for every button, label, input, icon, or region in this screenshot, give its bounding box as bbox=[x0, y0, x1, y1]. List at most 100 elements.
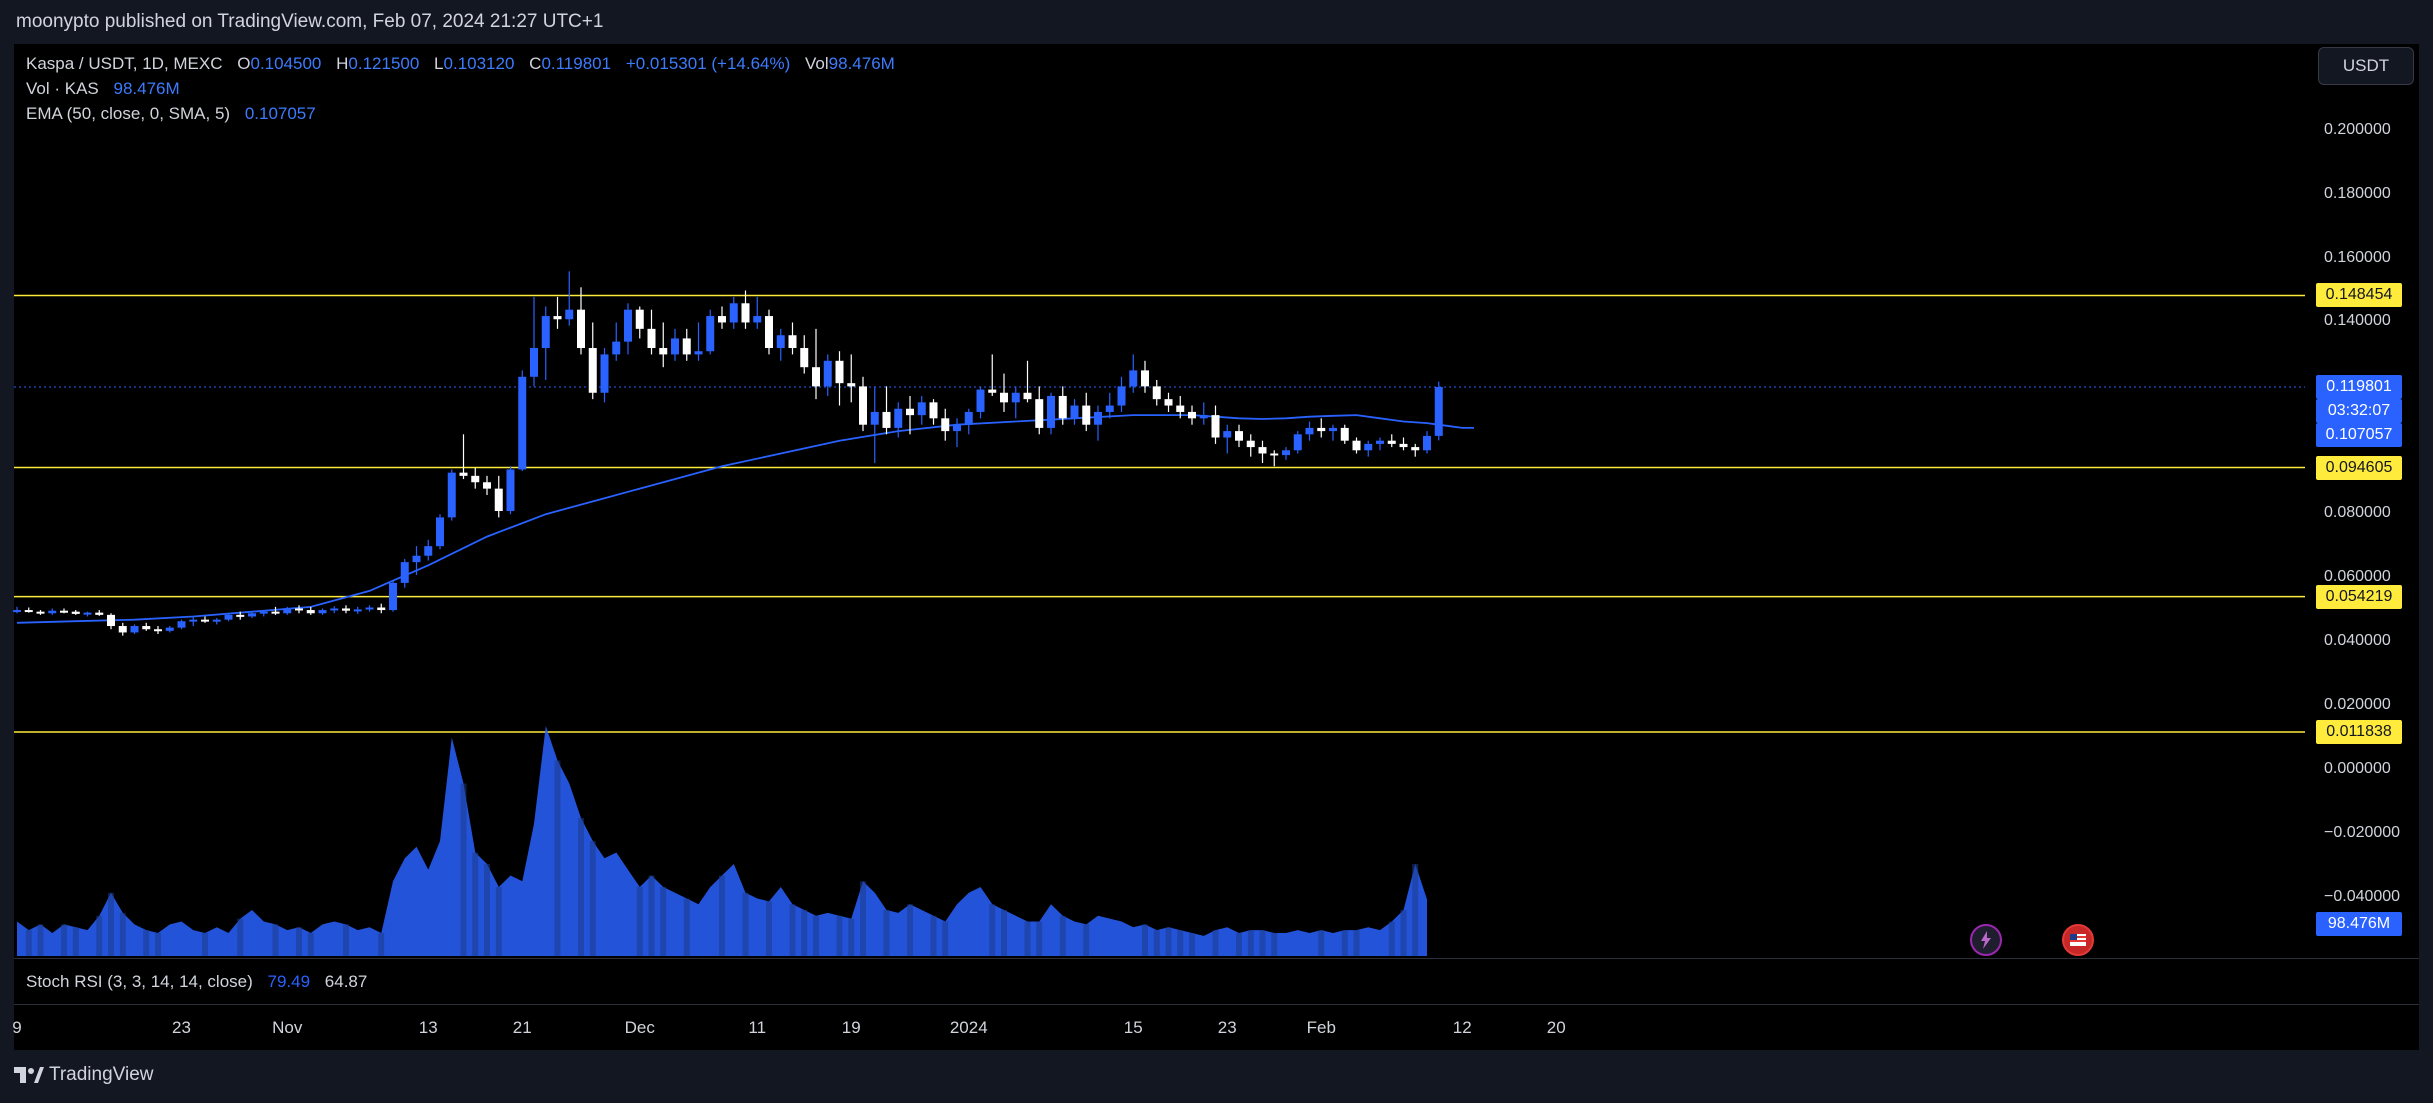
x-tick-label: 9 bbox=[12, 1018, 22, 1037]
x-tick-label: 21 bbox=[512, 1018, 532, 1037]
currency-button[interactable]: USDT bbox=[2318, 47, 2414, 85]
symbol-legend: Kaspa / USDT, 1D, MEXC O0.104500 H0.1215… bbox=[26, 54, 895, 74]
volume-last-badge: 98.476M bbox=[2316, 912, 2402, 936]
candle-body-101 bbox=[1199, 415, 1208, 419]
y-tick-label: 0.180000 bbox=[2324, 184, 2391, 202]
key-level-badge-2: 0.054219 bbox=[2316, 584, 2402, 609]
candle-body-5 bbox=[71, 611, 80, 614]
candle-body-26 bbox=[318, 610, 327, 614]
x-tick-label: 2024 bbox=[949, 1018, 988, 1037]
candle-body-85 bbox=[1011, 392, 1020, 403]
candle-body-55 bbox=[659, 348, 668, 355]
candle-body-1 bbox=[24, 610, 33, 613]
candle-body-53 bbox=[635, 309, 644, 329]
x-tick-label: Nov bbox=[272, 1018, 303, 1037]
y-tick-label: 0.040000 bbox=[2324, 632, 2391, 650]
stoch-pane-separator[interactable] bbox=[14, 958, 2419, 959]
candle-body-24 bbox=[295, 608, 303, 611]
candle-body-118 bbox=[1399, 443, 1408, 448]
candle-body-3 bbox=[48, 610, 57, 614]
ema-last-badge: 0.107057 bbox=[2316, 423, 2402, 447]
candle-body-36 bbox=[436, 517, 444, 547]
candle-body-17 bbox=[212, 619, 221, 622]
stoch-study-label: Stoch RSI (3, 3, 14, 14, close) bbox=[26, 972, 253, 991]
y-tick-label: 0.200000 bbox=[2324, 120, 2391, 138]
candle-body-56 bbox=[671, 338, 679, 355]
candle-body-2 bbox=[36, 611, 45, 614]
candle-body-120 bbox=[1423, 435, 1431, 451]
candle-body-51 bbox=[612, 341, 621, 355]
candle-body-27 bbox=[330, 608, 339, 611]
candle-body-77 bbox=[917, 402, 926, 416]
candle-body-23 bbox=[283, 608, 292, 614]
candle-body-88 bbox=[1047, 395, 1055, 428]
candle-body-113 bbox=[1340, 427, 1349, 441]
candle-body-37 bbox=[447, 472, 456, 518]
x-tick-label: 23 bbox=[172, 1018, 191, 1037]
candle-body-109 bbox=[1293, 434, 1302, 451]
candle-body-90 bbox=[1070, 405, 1079, 419]
candle-body-54 bbox=[647, 328, 656, 349]
candle-body-97 bbox=[1152, 386, 1161, 400]
candle-body-43 bbox=[518, 376, 527, 470]
vol-label: Vol bbox=[805, 54, 829, 73]
change-value: +0.015301 (+14.64%) bbox=[625, 54, 791, 73]
candle-body-107 bbox=[1270, 453, 1279, 456]
close-label: C bbox=[529, 54, 542, 73]
y-tick-label: 0.080000 bbox=[2324, 504, 2391, 522]
candle-body-21 bbox=[259, 611, 268, 614]
ema-legend[interactable]: EMA (50, close, 0, SMA, 5) 0.107057 bbox=[26, 104, 316, 124]
candle-body-82 bbox=[976, 389, 985, 412]
candle-body-48 bbox=[577, 309, 585, 349]
candle-body-0 bbox=[13, 610, 21, 613]
candle-body-29 bbox=[353, 609, 362, 612]
open-label: O bbox=[237, 54, 251, 73]
x-tick-label: Feb bbox=[1306, 1018, 1336, 1037]
open-value: 0.104500 bbox=[250, 54, 322, 73]
candle-body-104 bbox=[1235, 431, 1243, 441]
time-axis-separator bbox=[14, 1004, 2419, 1005]
candle-body-108 bbox=[1282, 450, 1290, 456]
y-tick-label: 0.140000 bbox=[2324, 312, 2391, 330]
candle-body-86 bbox=[1023, 392, 1032, 400]
stoch-legend[interactable]: Stoch RSI (3, 3, 14, 14, close) 79.49 64… bbox=[26, 972, 367, 992]
candle-body-87 bbox=[1035, 399, 1044, 428]
candle-body-112 bbox=[1329, 427, 1337, 432]
volume-legend[interactable]: Vol · KAS 98.476M bbox=[26, 79, 180, 99]
candle-body-33 bbox=[400, 562, 409, 583]
tradingview-logo[interactable]: TradingView bbox=[14, 1064, 154, 1086]
candle-body-95 bbox=[1129, 370, 1138, 387]
candle-body-68 bbox=[812, 367, 820, 387]
candle-body-121 bbox=[1434, 387, 1443, 436]
low-value: 0.103120 bbox=[443, 54, 515, 73]
candle-body-60 bbox=[718, 316, 726, 323]
candle-body-111 bbox=[1317, 427, 1326, 432]
candle-body-47 bbox=[565, 309, 574, 320]
tradingview-logo-icon bbox=[14, 1066, 44, 1083]
publish-line: moonypto published on TradingView.com, F… bbox=[16, 11, 604, 32]
x-tick-label: 19 bbox=[841, 1018, 861, 1037]
candle-body-45 bbox=[541, 316, 550, 349]
countdown-badge: 03:32:07 bbox=[2316, 399, 2402, 423]
candle-body-84 bbox=[1000, 392, 1008, 403]
candle-body-67 bbox=[800, 348, 809, 368]
candle-body-32 bbox=[389, 582, 397, 611]
candle-body-78 bbox=[929, 402, 938, 419]
candle-body-49 bbox=[588, 348, 597, 393]
volume-study-value: 98.476M bbox=[113, 79, 180, 98]
x-tick-label: 15 bbox=[1123, 1018, 1143, 1037]
candle-body-99 bbox=[1176, 405, 1185, 412]
candle-body-117 bbox=[1387, 440, 1396, 444]
candle-body-83 bbox=[988, 389, 997, 393]
lightning-icon[interactable] bbox=[1970, 924, 2002, 956]
us-flag-event-icon[interactable] bbox=[2062, 924, 2094, 956]
candle-body-94 bbox=[1117, 386, 1126, 406]
candle-body-35 bbox=[424, 546, 433, 556]
x-tick-label: 12 bbox=[1452, 1018, 1472, 1037]
symbol-name[interactable]: Kaspa / USDT, 1D, MEXC bbox=[26, 54, 223, 73]
candle-body-25 bbox=[306, 610, 315, 614]
candle-body-119 bbox=[1411, 447, 1420, 451]
candle-body-93 bbox=[1105, 405, 1114, 412]
candle-body-19 bbox=[236, 614, 245, 617]
